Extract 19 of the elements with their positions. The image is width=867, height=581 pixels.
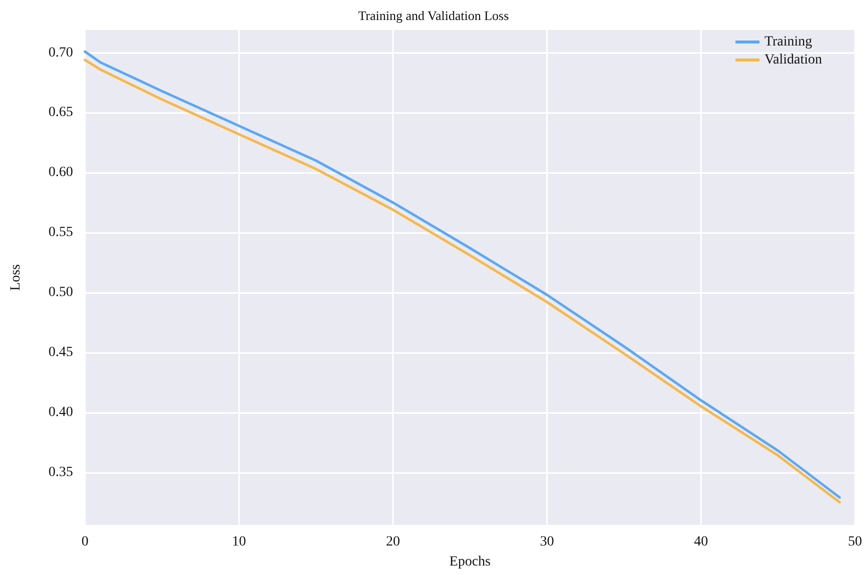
y-axis-title: Loss bbox=[8, 264, 24, 291]
x-tick-label: 0 bbox=[82, 534, 88, 550]
x-tick-label: 30 bbox=[540, 534, 554, 550]
y-tick-label: 0.70 bbox=[48, 45, 73, 60]
x-axis-title: Epochs bbox=[449, 554, 491, 570]
x-tick-label: 50 bbox=[848, 534, 862, 550]
x-tick-label: 10 bbox=[232, 534, 246, 550]
y-tick-label: 0.40 bbox=[48, 404, 73, 420]
y-tick-label: 0.55 bbox=[48, 225, 73, 240]
x-tick-label: 20 bbox=[386, 534, 400, 550]
y-tick-label: 0.50 bbox=[48, 284, 73, 300]
y-tick-label: 0.60 bbox=[48, 165, 73, 180]
legend-label: Validation bbox=[764, 52, 822, 68]
y-tick-label: 0.35 bbox=[48, 464, 73, 480]
chart-title: Training and Validation Loss bbox=[358, 8, 509, 23]
legend-label: Training bbox=[764, 34, 812, 50]
y-tick-label: 0.45 bbox=[48, 344, 73, 360]
y-tick-label: 0.65 bbox=[48, 105, 73, 120]
x-tick-label: 40 bbox=[694, 534, 708, 550]
